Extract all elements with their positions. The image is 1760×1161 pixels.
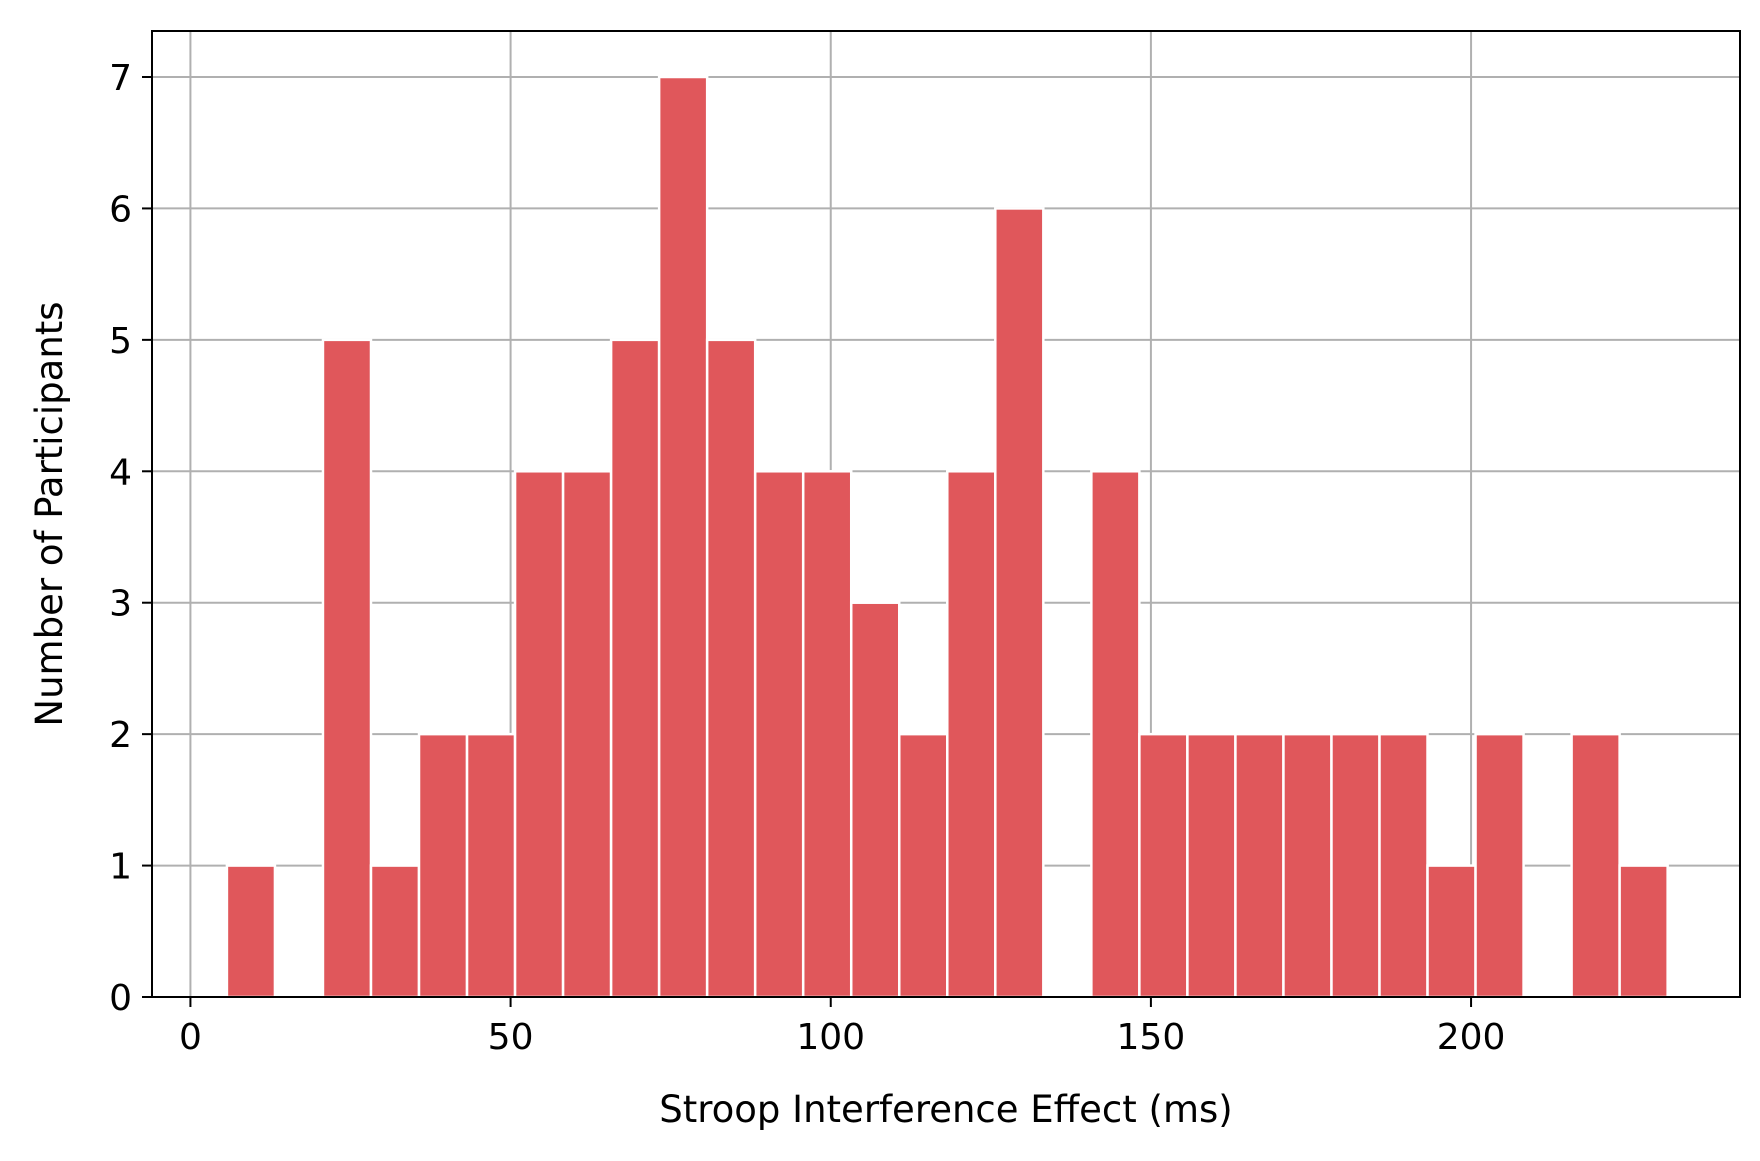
histogram-bar [225,864,277,999]
plot-frame [151,30,1741,998]
histogram-bar [561,470,613,999]
x-axis-ticks: 0 50 100 150 200 [179,997,1505,1058]
histogram-bar [513,470,565,999]
x-tick-label: 200 [1437,1017,1506,1058]
y-tick-label: 7 [109,58,132,99]
y-tick-label: 0 [109,978,132,1019]
histogram-bar [657,75,709,999]
x-tick-label: 100 [796,1017,865,1058]
histogram-bar [369,864,421,999]
histogram-bar [1330,732,1381,999]
y-axis-ticks: 0 1 2 3 4 5 6 7 [109,58,152,1019]
y-axis-label: Number of Participants [28,301,71,726]
y-tick-label: 1 [109,847,132,888]
histogram-bar [1234,732,1285,999]
histogram-bar [946,470,997,999]
histogram-bar [609,338,661,999]
y-tick-label: 5 [109,321,132,362]
x-tick-label: 50 [488,1017,534,1058]
y-tick-label: 6 [109,189,132,230]
histogram-bar [1090,470,1141,999]
histogram-bar [898,732,949,999]
histogram-bar [1282,732,1333,999]
histogram-bar [321,338,373,999]
histogram-bar [849,601,901,999]
histogram-bar [465,732,517,999]
y-tick-label: 2 [109,715,132,756]
histogram-bar [705,338,757,999]
y-tick-label: 3 [109,584,132,625]
histogram-bar [801,470,853,999]
x-tick-label: 0 [179,1017,202,1058]
histogram-bar [1570,732,1621,999]
histogram-bar [1186,732,1237,999]
x-axis-label: Stroop Interference Effect (ms) [659,1088,1232,1131]
histogram-bar [753,470,805,999]
histogram-bar [994,207,1045,999]
histogram-bar [1474,732,1525,999]
histogram-bar [1426,864,1477,999]
histogram-bar [417,732,469,999]
y-tick-label: 4 [109,452,132,493]
histogram-bar [1138,732,1189,999]
histogram-bar [1378,732,1429,999]
x-tick-label: 150 [1117,1017,1186,1058]
histogram-bar [1618,864,1669,999]
histogram-bars [225,75,1669,999]
